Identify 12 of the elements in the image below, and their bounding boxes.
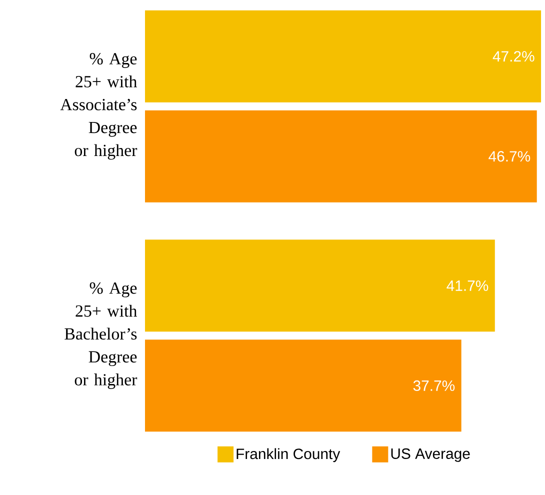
bar	[145, 110, 537, 202]
legend-label: Franklin County	[236, 448, 340, 462]
legend-label: US Average	[391, 448, 470, 462]
data-label: 46.7%	[488, 151, 530, 162]
data-label: 41.7%	[446, 280, 488, 291]
bar	[145, 340, 462, 432]
bar	[145, 10, 542, 102]
data-label: 37.7%	[413, 380, 455, 391]
y-tick-label: % Age 25+ with Associate’s Degree or higher	[60, 53, 138, 160]
bar	[145, 240, 495, 332]
data-label: 47.2%	[492, 51, 534, 62]
y-tick-label: % Age 25+ with Bachelor’s Degree or higher	[64, 282, 138, 389]
